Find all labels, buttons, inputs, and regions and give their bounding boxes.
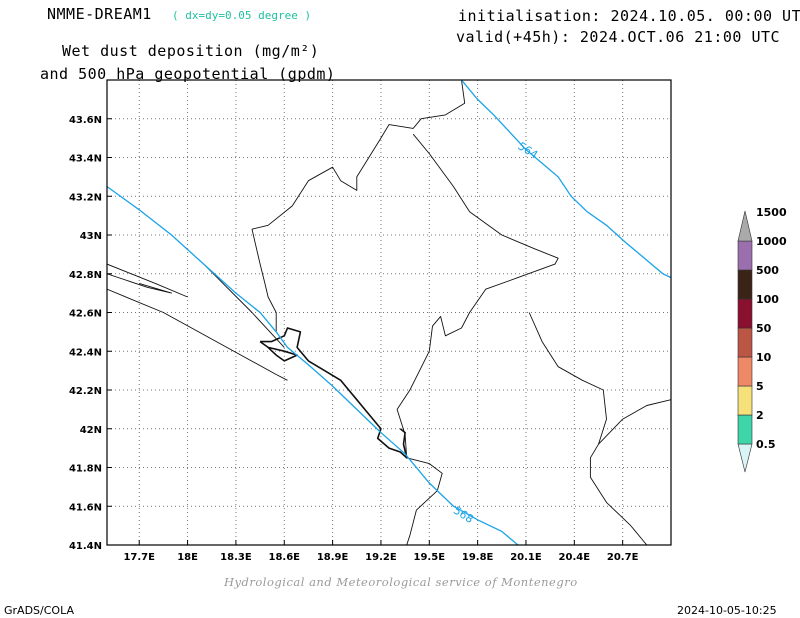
colorbar-segment-0: [737, 443, 753, 473]
boundary-line-8: [406, 457, 443, 545]
boundary-line-4: [251, 80, 466, 332]
colorbar-segment-7: [737, 240, 753, 271]
x-tick-label-3: 18.6E: [268, 552, 300, 563]
contour-line-564: [460, 80, 671, 279]
title-line-2: and 500 hPa geopotential (gpdm): [40, 65, 336, 83]
colorbar-segment-3: [737, 356, 753, 387]
colorbar-segment-2: [737, 385, 753, 416]
y-tick-label-1: 41.6N: [69, 502, 102, 513]
y-tick-label-2: 41.8N: [69, 464, 102, 475]
contour-label-568: 568: [451, 504, 476, 526]
x-tick-label-7: 19.8E: [462, 552, 494, 563]
boundary-line-7: [598, 399, 671, 445]
boundary-line-2: [107, 273, 172, 294]
colorbar-label-5: 100: [756, 293, 779, 306]
resolution-note: ( dx=dy=0.05 degree ): [172, 9, 312, 22]
colorbar-segment-4: [737, 327, 753, 358]
initialisation-time: initialisation: 2024.10.05. 00:00 UTC: [458, 7, 800, 25]
y-tick-label-7: 42.8N: [69, 270, 102, 281]
colorbar-label-6: 500: [756, 264, 779, 277]
boundary-line-6: [528, 312, 648, 545]
y-tick-label-6: 42.6N: [69, 309, 102, 320]
colorbar-segment-8: [737, 210, 753, 242]
x-tick-label-6: 19.5E: [414, 552, 446, 563]
colorbar-label-7: 1000: [756, 235, 787, 248]
y-tick-label-8: 43N: [80, 231, 102, 242]
colorbar: 0.5 2 5 10 50 100 500 1000 1500: [737, 206, 787, 473]
x-tick-label-1: 18E: [177, 552, 198, 563]
y-tick-label-10: 43.4N: [69, 154, 102, 165]
x-tick-label-5: 19.2E: [365, 552, 397, 563]
software-label: GrADS/COLA: [4, 604, 74, 617]
boundary-line-1: [107, 263, 188, 298]
colorbar-label-0: 0.5: [756, 438, 776, 451]
colorbar-label-2: 5: [756, 380, 764, 393]
y-tick-label-3: 42N: [80, 425, 102, 436]
colorbar-segment-5: [737, 298, 753, 329]
valid-time: valid(+45h): 2024.OCT.06 21:00 UTC: [456, 28, 781, 46]
model-name: NMME-DREAM1: [47, 5, 152, 23]
colorbar-segment-1: [737, 414, 753, 445]
timestamp-label: 2024-10-05-10:25: [677, 604, 777, 617]
y-tick-label-0: 41.4N: [69, 541, 102, 552]
x-tick-label-10: 20.7E: [607, 552, 639, 563]
credit-text: Hydrological and Meteorological service …: [224, 575, 578, 589]
x-tick-label-4: 18.9E: [317, 552, 349, 563]
x-tick-label-8: 20.1E: [510, 552, 542, 563]
colorbar-label-1: 2: [756, 409, 764, 422]
colorbar-label-8: 1500: [756, 206, 787, 219]
boundary-line-5: [396, 133, 559, 458]
colorbar-label-3: 10: [756, 351, 772, 364]
colorbar-label-4: 50: [756, 322, 772, 335]
y-tick-label-11: 43.6N: [69, 115, 102, 126]
x-tick-label-0: 17.7E: [123, 552, 155, 563]
boundary-line-9: [260, 327, 408, 459]
y-tick-label-5: 42.4N: [69, 347, 102, 358]
x-tick-label-9: 20.4E: [559, 552, 591, 563]
x-tick-label-2: 18.3E: [220, 552, 252, 563]
boundary-line-3: [203, 263, 285, 348]
y-tick-label-4: 42.2N: [69, 386, 102, 397]
contour-line-568: [107, 186, 519, 545]
title-line-1: Wet dust deposition (mg/m²): [62, 42, 320, 60]
y-tick-label-9: 43.2N: [69, 192, 102, 203]
colorbar-segment-6: [737, 269, 753, 300]
boundary-line-0: [107, 288, 288, 381]
